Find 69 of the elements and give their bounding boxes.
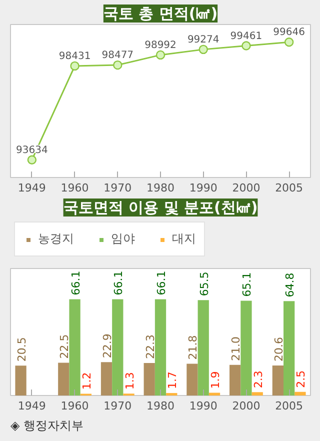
bar [284, 301, 295, 396]
bar [112, 299, 124, 396]
point [156, 50, 166, 60]
x-tick-label: 1980 [146, 400, 175, 412]
bar [15, 366, 26, 396]
bar [100, 362, 112, 396]
point [242, 41, 251, 50]
point [113, 60, 122, 70]
x-tick-label: 1960 [60, 400, 89, 412]
point [70, 61, 80, 71]
data-label: 21.8 [186, 335, 200, 360]
legend-label: 대지 [172, 230, 196, 248]
data-label: 20.5 [15, 337, 28, 362]
x-tick-label: 1960 [60, 182, 89, 194]
data-label: 99274 [187, 34, 220, 46]
data-label: 2.5 [294, 370, 308, 388]
data-label: 65.5 [198, 272, 211, 296]
point [198, 44, 208, 54]
bar [58, 362, 70, 396]
chart-title: 국토 총 면적(㎢) [103, 4, 218, 22]
x-tick-label: 1990 [189, 182, 218, 194]
text: ◈ 행정자치부 [10, 418, 84, 432]
bar [240, 300, 252, 396]
data-label: 1.7 [166, 372, 180, 390]
x-tick-label: 1970 [104, 182, 132, 194]
bar [69, 299, 80, 396]
x-tick-label: 1949 [18, 182, 46, 194]
data-label: 98477 [102, 50, 134, 62]
data-label: 66.1 [112, 270, 126, 296]
bar [272, 366, 284, 396]
x-tick-label: 1990 [189, 400, 218, 412]
data-label: 22.3 [144, 334, 157, 360]
x-tick-label: 2000 [232, 182, 260, 194]
data-label: 1.2 [80, 372, 94, 390]
bar [186, 364, 198, 396]
legend-label: 농경지 [38, 230, 74, 248]
bar [144, 363, 155, 396]
x-tick-label: 2005 [275, 182, 304, 194]
x-tick-label: 2005 [275, 400, 304, 412]
legend-label: 임야 [111, 230, 135, 248]
data-label: 22.5 [58, 334, 72, 359]
x-tick-label: 1970 [104, 400, 132, 412]
data-label: 99461 [230, 30, 262, 42]
data-label: 20.6 [272, 337, 286, 362]
data-label: 66.1 [155, 270, 168, 296]
data-label: 1.3 [123, 372, 136, 390]
data-label: 1.9 [209, 371, 222, 389]
point [27, 155, 37, 164]
data-label: 21.0 [230, 336, 243, 361]
bar [230, 364, 241, 396]
data-label: 98992 [144, 40, 176, 51]
x-tick-label: 2000 [232, 400, 260, 412]
x-tick-label: 1949 [18, 400, 46, 412]
data-label: 65.1 [240, 272, 254, 297]
chart-title: 국토면적 이용 및 분포(천㎢) [63, 198, 258, 216]
data-label: 64.8 [284, 272, 297, 298]
bar [198, 300, 209, 396]
point [284, 38, 294, 47]
data-label: 93634 [16, 144, 48, 156]
bar [208, 392, 220, 396]
data-label: 99646 [273, 27, 305, 38]
data-label: 66.1 [69, 270, 82, 296]
data-label: 2.3 [252, 370, 265, 388]
bar [294, 392, 306, 396]
bar [154, 299, 166, 396]
data-label: 98431 [58, 50, 91, 62]
data-label: 22.9 [101, 334, 114, 358]
x-tick-label: 1980 [146, 182, 175, 194]
bar [252, 392, 263, 396]
